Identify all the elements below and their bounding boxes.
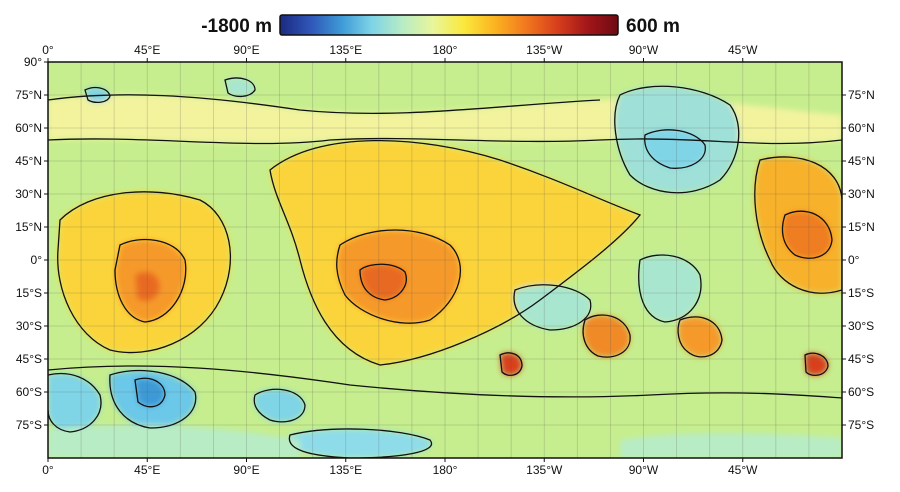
top-lon-label: 45°W [728,43,758,57]
left-lat-label: 90° [24,55,42,69]
left-lat-label: 45°N [15,154,42,168]
right-lat-label: 30°S [848,319,874,333]
left-lat-label: 30°N [15,187,42,201]
contour-line [677,316,723,358]
left-lat-label: 15°N [15,220,42,234]
colorbar-min-label: -1800 m [201,16,272,37]
contour-line [754,156,842,294]
bottom-lon-label: 90°E [233,463,259,477]
top-lon-label: 0° [42,43,54,57]
top-lon-label: 135°W [526,43,563,57]
contour-line [48,365,842,399]
contour-line [48,372,102,433]
right-lat-label: 75°S [848,418,874,432]
left-lat-label: 0° [31,253,43,267]
bottom-lon-label: 135°E [329,463,362,477]
right-lat-label: 60°S [848,385,874,399]
contour-line [781,210,833,259]
colorbar: -1800 m 600 m [201,14,680,37]
top-lon-label: 45°E [134,43,160,57]
left-lat-label: 75°S [16,418,42,432]
contour-line [804,352,829,377]
contour-line [224,77,256,98]
contour-lines [48,77,842,458]
colorbar-max-label: 600 m [626,16,680,37]
contour-line [84,86,111,103]
left-lat-label: 60°S [16,385,42,399]
left-lat-label: 75°N [15,88,42,102]
bottom-lon-label: 135°W [526,463,563,477]
right-lat-label: 75°N [848,88,875,102]
contour-line [359,263,407,301]
top-lon-label: 90°E [233,43,259,57]
colorbar-bar [279,14,619,36]
contour-line [614,85,740,194]
contour-line [582,314,631,358]
bottom-lon-label: 45°W [728,463,758,477]
left-lat-label: 30°S [16,319,42,333]
bottom-lon-label: 45°E [134,463,160,477]
contour-line [48,137,842,145]
contour-line [57,191,232,354]
right-lat-label: 0° [848,253,860,267]
contour-line [134,377,166,408]
top-lon-label: 180° [433,43,458,57]
contour-line [253,388,306,423]
contour-line [513,284,592,331]
contour-line [269,139,642,366]
right-lat-label: 60°N [848,121,875,135]
left-lat-label: 60°N [15,121,42,135]
left-lat-label: 15°S [16,286,42,300]
top-lon-label: 90°W [629,43,659,57]
bottom-lon-label: 0° [42,463,54,477]
contour-line [114,238,187,323]
contour-line [48,94,601,114]
contour-line [638,254,702,323]
bottom-lon-label: 180° [433,463,458,477]
right-lat-label: 15°S [848,286,874,300]
contour-line [644,129,706,169]
contour-line [499,352,523,377]
contour-line [336,229,462,324]
top-lon-label: 135°E [329,43,362,57]
left-lat-label: 45°S [16,352,42,366]
bottom-lon-label: 90°W [629,463,659,477]
contour-line [288,428,433,458]
right-lat-label: 30°N [848,187,875,201]
right-lat-label: 45°N [848,154,875,168]
contour-line [109,369,197,429]
axis-ticks: 0° 45°E 90°E 135°E 180° 135°W 90°W 45°W 0° 45°E 90… [15,43,875,477]
right-lat-label: 45°S [848,352,874,366]
graticule [48,62,842,458]
right-lat-label: 15°N [848,220,875,234]
